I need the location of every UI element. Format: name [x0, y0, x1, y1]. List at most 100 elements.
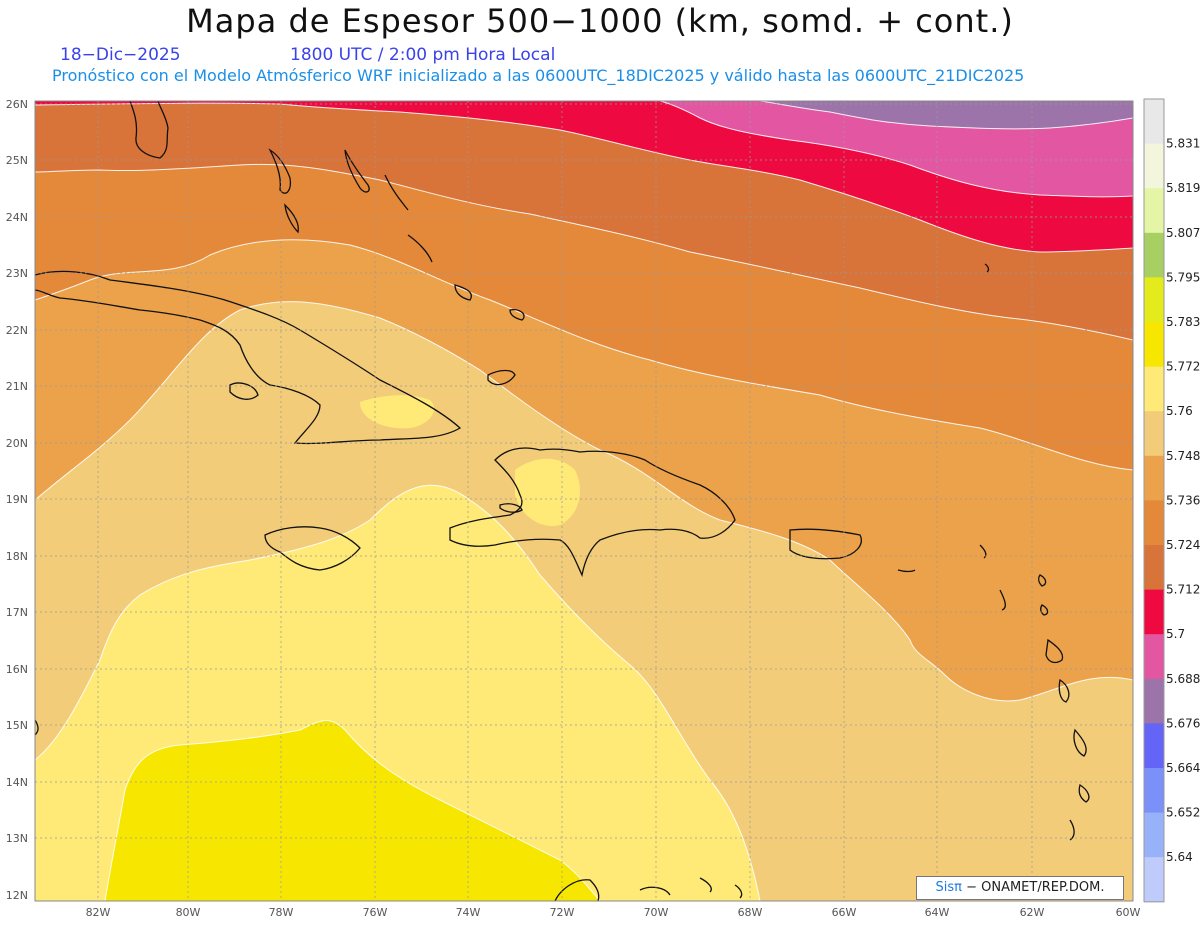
- lon-axis: 82W 80W 78W 76W 74W 72W 70W 68W 66W 64W …: [86, 906, 1141, 919]
- forecast-time: 1800 UTC / 2:00 pm Hora Local: [290, 45, 556, 65]
- coast-isla-juventud: [229, 382, 259, 400]
- credit-box: Sisπ − ONAMET/REP.DOM.: [916, 876, 1124, 900]
- coast-bahamas-3: [344, 149, 370, 193]
- colorbar-swatch: [1144, 634, 1164, 680]
- colorbar-label: 5.736: [1166, 493, 1200, 507]
- coast-bahamas-4: [384, 174, 409, 211]
- colorbar: 5.831 5.819 5.807 5.795 5.783 5.772 5.76 5.748 5…: [1143, 98, 1200, 903]
- lat-label: 16N: [6, 663, 28, 676]
- lon-label: 68W: [738, 906, 763, 919]
- coast-antilles-2: [1038, 574, 1047, 587]
- colorbar-swatch: [1144, 589, 1164, 635]
- coast-antilles-5: [1045, 638, 1064, 664]
- lon-label: 72W: [550, 906, 575, 919]
- colorbar-swatch: [1144, 455, 1164, 501]
- colorbar-swatch: [1144, 188, 1164, 234]
- colorbar-label: 5.748: [1166, 449, 1200, 463]
- lon-label: 74W: [456, 906, 481, 919]
- coast-florida: [129, 101, 169, 159]
- coast-inagua: [487, 369, 516, 386]
- lon-label: 80W: [176, 906, 201, 919]
- band-5676: [760, 101, 1133, 129]
- colorbar-label: 5.783: [1166, 315, 1200, 329]
- band-5760-island-hispaniola: [515, 458, 580, 526]
- lat-label: 17N: [6, 606, 28, 619]
- lat-label: 23N: [6, 267, 28, 280]
- map-frame: [34, 100, 1134, 902]
- lat-label: 12N: [6, 889, 28, 902]
- lon-label: 62W: [1020, 906, 1045, 919]
- colorbar-label: 5.795: [1166, 270, 1200, 284]
- colorbar-label: 5.676: [1166, 716, 1200, 730]
- colorbar-label: 5.724: [1166, 538, 1200, 552]
- credit-text: − ONAMET/REP.DOM.: [966, 880, 1105, 895]
- forecast-date: 18−Dic−2025: [60, 45, 181, 65]
- coast-aruba: [699, 877, 712, 893]
- colorbar-swatch: [1144, 857, 1164, 903]
- colorbar-swatch: [1144, 500, 1164, 546]
- colorbar-swatch: [1144, 277, 1164, 323]
- coast-bahamas-6: [454, 284, 472, 301]
- lon-label: 82W: [86, 906, 111, 919]
- lat-label: 18N: [6, 550, 28, 563]
- thickness-field: [35, 101, 1133, 901]
- coast-antilles-8: [1078, 783, 1090, 803]
- colorbar-label: 5.688: [1166, 672, 1200, 686]
- colorbar-swatch: [1144, 812, 1164, 858]
- lon-label: 64W: [925, 906, 950, 919]
- coast-antilles-3: [999, 589, 1006, 611]
- lat-label: 15N: [6, 719, 28, 732]
- colorbar-swatch: [1144, 143, 1164, 189]
- coast-antilles-7: [1073, 728, 1087, 757]
- lon-label: 60W: [1116, 906, 1141, 919]
- colorbar-swatch: [1144, 678, 1164, 724]
- colorbar-label: 5.831: [1166, 137, 1200, 151]
- coast-hispaniola: [449, 447, 736, 578]
- map-title: Mapa de Espesor 500−1000 (km, somd. + co…: [186, 2, 1014, 40]
- colorbar-label: 5.819: [1166, 181, 1200, 195]
- graticule: [35, 101, 1133, 901]
- coast-jamaica: [264, 526, 361, 571]
- coast-bahamas-5: [407, 234, 433, 263]
- colorbar-swatch: [1144, 232, 1164, 278]
- coast-gonave: [499, 503, 523, 513]
- colorbar-label: 5.807: [1166, 226, 1200, 240]
- lon-label: 78W: [269, 906, 294, 919]
- coastlines: [35, 101, 1090, 901]
- colorbar-swatch: [1144, 723, 1164, 769]
- lat-label: 14N: [6, 776, 28, 789]
- lat-label: 13N: [6, 832, 28, 845]
- lat-label: 26N: [6, 98, 28, 111]
- colorbar-swatch: [1144, 768, 1164, 814]
- colorbar-swatch: [1144, 366, 1164, 412]
- lat-label: 25N: [6, 154, 28, 167]
- colorbar-swatch: [1144, 545, 1164, 591]
- coast-bahamas-7: [509, 309, 525, 321]
- lat-label: 20N: [6, 437, 28, 450]
- coast-cuba: [35, 270, 462, 445]
- lon-label: 76W: [363, 906, 388, 919]
- lat-axis: 26N 25N 24N 23N 22N 21N 20N 19N 18N 17N …: [6, 98, 28, 902]
- coast-antilles-10: [897, 569, 916, 573]
- lon-label: 70W: [644, 906, 669, 919]
- colorbar-label: 5.712: [1166, 583, 1200, 597]
- lat-label: 22N: [6, 324, 28, 337]
- coast-bahamas-2: [284, 203, 299, 234]
- colorbar-label: 5.772: [1166, 360, 1200, 374]
- coast-puerto-rico: [789, 528, 862, 560]
- colorbar-label: 5.664: [1166, 761, 1200, 775]
- lat-label: 19N: [6, 493, 28, 506]
- lat-label: 24N: [6, 211, 28, 224]
- lon-label: 66W: [832, 906, 857, 919]
- colorbar-label: 5.652: [1166, 806, 1200, 820]
- coast-west-edge: [35, 719, 39, 736]
- colorbar-label: 5.76: [1166, 404, 1193, 418]
- coast-antilles-1: [979, 544, 987, 559]
- colorbar-swatch: [1144, 322, 1164, 368]
- colorbar-label: 5.7: [1166, 627, 1185, 641]
- coast-curacao: [639, 886, 671, 896]
- sispi-logo: Sisπ: [935, 880, 962, 895]
- coast-sa-east: [734, 884, 743, 899]
- colorbar-label: 5.64: [1166, 850, 1193, 864]
